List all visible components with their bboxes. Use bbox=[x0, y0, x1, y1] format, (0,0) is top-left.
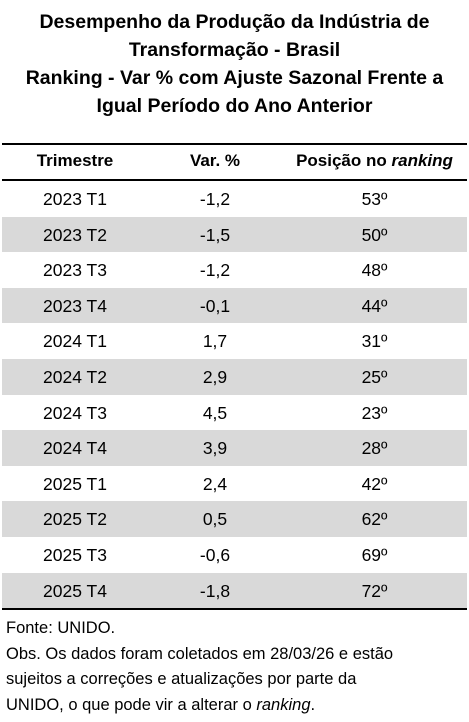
cell-period: 2023 T4 bbox=[43, 295, 107, 316]
source-note: Fonte: UNIDO. bbox=[6, 619, 116, 637]
header-posicao-prefix: Posição no bbox=[296, 151, 392, 170]
cell-period: 2024 T1 bbox=[43, 331, 107, 352]
header-posicao: Posição no ranking bbox=[282, 151, 467, 171]
cell-period: 2025 T4 bbox=[43, 580, 107, 601]
title-line-2: Transformação - Brasil bbox=[128, 39, 341, 61]
cell-var: -0,1 bbox=[199, 295, 231, 316]
cell-rank: 31º bbox=[361, 331, 388, 352]
table-row: 2025 T4 -1,8 72º bbox=[2, 572, 467, 609]
cell-rank: 23º bbox=[361, 402, 388, 423]
table-row: 2024 T1 1,7 31º bbox=[2, 323, 467, 359]
cell-var: 2,4 bbox=[202, 473, 228, 494]
cell-var: -1,2 bbox=[199, 260, 231, 281]
cell-period: 2023 T2 bbox=[43, 224, 107, 245]
obs-line-3-suffix: . bbox=[310, 695, 316, 714]
table-header-rule bbox=[2, 179, 467, 181]
cell-rank: 44º bbox=[361, 295, 388, 316]
table-row: 2024 T3 4,5 23º bbox=[2, 395, 467, 431]
obs-line-1: Obs. Os dados foram coletados em 28/03/2… bbox=[6, 644, 394, 663]
cell-rank: 69º bbox=[361, 544, 388, 565]
cell-var: 2,9 bbox=[202, 366, 228, 387]
cell-var: 4,5 bbox=[202, 402, 228, 423]
table-row: 2023 T4 -0,1 44º bbox=[2, 287, 467, 324]
cell-period: 2023 T3 bbox=[43, 260, 107, 281]
table-row: 2023 T2 -1,5 50º bbox=[2, 216, 467, 253]
table-row: 2025 T2 0,5 62º bbox=[2, 501, 467, 537]
table-row: 2024 T2 2,9 25º bbox=[2, 358, 467, 395]
cell-rank: 53º bbox=[361, 189, 388, 209]
cell-period: 2025 T1 bbox=[43, 473, 107, 494]
table-row: 2023 T3 -1,2 48º bbox=[2, 252, 467, 288]
table-row: 2024 T4 3,9 28º bbox=[2, 430, 467, 466]
table-row: 2025 T1 2,4 42º bbox=[2, 466, 467, 502]
table-top-rule bbox=[2, 143, 467, 145]
document-title: Desempenho da Produção da Indústria de T… bbox=[0, 8, 469, 120]
title-line-1: Desempenho da Produção da Indústria de bbox=[39, 11, 430, 33]
cell-var: -0,6 bbox=[199, 544, 231, 565]
cell-var: 3,9 bbox=[202, 438, 228, 459]
cell-rank: 50º bbox=[361, 224, 388, 245]
obs-line-3-italic: ranking bbox=[256, 695, 311, 714]
footnotes: Fonte: UNIDO. Obs. Os dados foram coleta… bbox=[6, 616, 466, 718]
table-row: 2023 T1 -1,2 53º bbox=[2, 181, 467, 217]
table-bottom-rule bbox=[2, 608, 467, 610]
cell-rank: 28º bbox=[361, 438, 388, 459]
obs-line-2: sujeitos a correções e atualizações por … bbox=[6, 670, 357, 688]
table-header: Trimestre Var. % Posição no ranking bbox=[2, 145, 467, 179]
cell-period: 2025 T3 bbox=[43, 544, 107, 565]
cell-var: 0,5 bbox=[202, 509, 228, 530]
obs-line-3: UNIDO, o que pode vir a alterar o rankin… bbox=[6, 693, 466, 719]
table-body: 2023 T1 -1,2 53º 2023 T2 -1,5 50º 2023 T3 -1,2 4… bbox=[2, 181, 467, 609]
header-var: Var. % bbox=[189, 151, 241, 170]
cell-rank: 25º bbox=[361, 366, 388, 387]
cell-period: 2024 T3 bbox=[43, 402, 107, 423]
cell-rank: 42º bbox=[361, 473, 388, 494]
cell-rank: 72º bbox=[361, 580, 388, 601]
cell-period: 2023 T1 bbox=[43, 189, 107, 209]
table-row: 2025 T3 -0,6 69º bbox=[2, 537, 467, 573]
cell-period: 2025 T2 bbox=[43, 509, 107, 530]
cell-var: -1,2 bbox=[199, 189, 231, 209]
header-trimestre: Trimestre bbox=[36, 151, 114, 170]
obs-line-3-prefix: UNIDO, o que pode vir a alterar o bbox=[6, 695, 257, 714]
cell-rank: 62º bbox=[361, 509, 388, 530]
title-line-4: Igual Período do Ano Anterior bbox=[96, 95, 373, 117]
cell-var: -1,5 bbox=[199, 224, 231, 245]
header-posicao-italic: ranking bbox=[391, 151, 453, 170]
cell-var: -1,8 bbox=[199, 580, 231, 601]
cell-period: 2024 T2 bbox=[43, 366, 107, 387]
title-line-3: Ranking - Var % com Ajuste Sazonal Frent… bbox=[25, 67, 444, 89]
cell-rank: 48º bbox=[361, 260, 388, 281]
cell-var: 1,7 bbox=[202, 331, 228, 352]
cell-period: 2024 T4 bbox=[43, 438, 107, 459]
